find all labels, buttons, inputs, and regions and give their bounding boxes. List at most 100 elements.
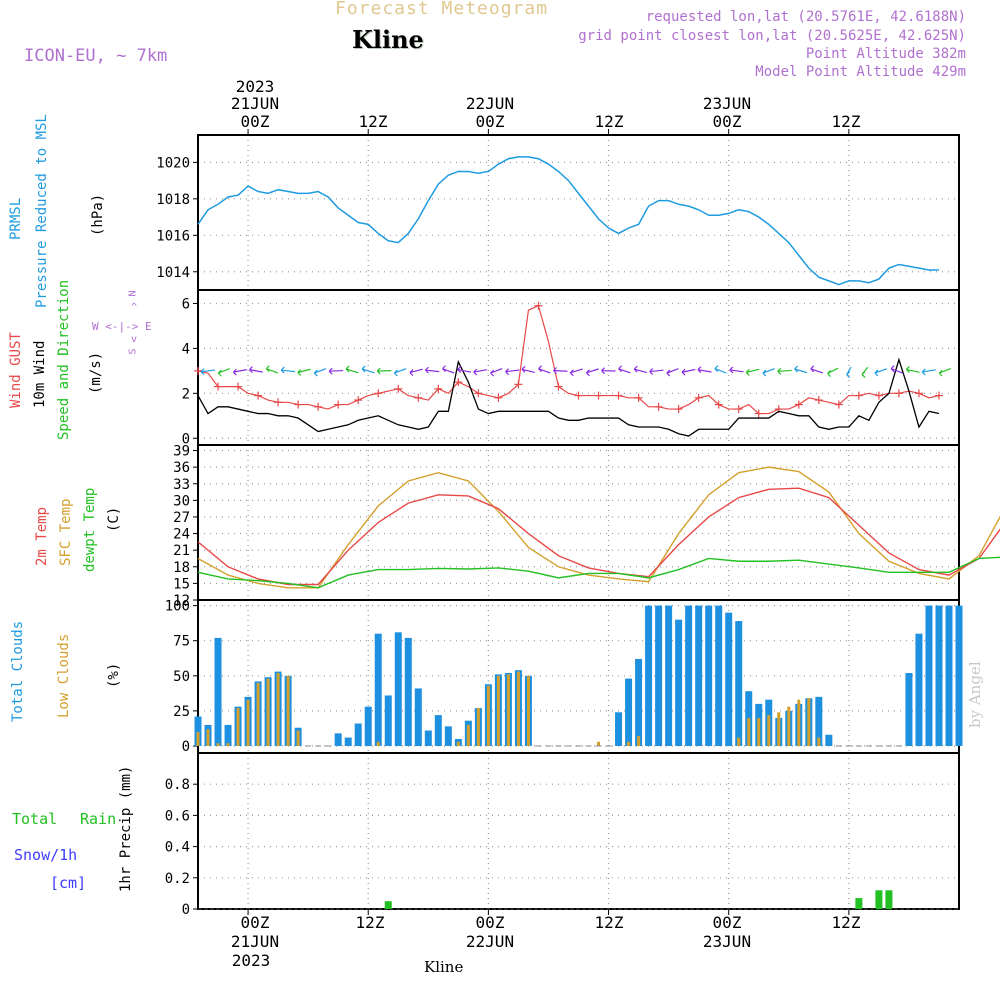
wind-arrow-head <box>200 368 205 376</box>
gust-marker <box>594 391 603 400</box>
total-cloud-bar <box>705 605 713 746</box>
wind-arrow-head <box>794 365 799 373</box>
wind-arrow-head <box>827 370 832 377</box>
wind-direction-arrow <box>586 368 599 377</box>
wind-arrow-head <box>297 369 302 376</box>
wind-direction-arrow <box>569 368 583 377</box>
gust-marker <box>934 391 943 400</box>
wind-arrow-shaft <box>266 368 279 374</box>
total-cloud-bar <box>615 712 623 746</box>
wind-arrow-shaft <box>810 368 824 374</box>
wind-arrow-shaft <box>762 368 775 374</box>
low-cloud-bar <box>787 706 791 746</box>
gust-marker <box>234 382 243 391</box>
wind-arrow-head <box>666 369 671 377</box>
panel-frame <box>197 752 960 910</box>
total-cloud-bar <box>665 605 673 746</box>
top-tick-12z-2: 12Z <box>594 112 624 131</box>
wind-direction-arrow <box>393 368 407 377</box>
wind-direction-arrow <box>521 365 536 374</box>
wind-direction-arrow <box>345 365 359 374</box>
total-cloud-bar <box>344 737 352 746</box>
wind-direction-arrow <box>649 368 664 375</box>
y-tick-label: 0.4 <box>165 840 190 856</box>
compass-up: ^ <box>131 302 138 313</box>
wind-arrow-head <box>425 366 429 374</box>
wind-arrow-head <box>313 369 318 377</box>
wind-direction-arrow <box>538 365 551 374</box>
wind-arrow-shaft <box>457 368 472 373</box>
y-tick-label: 1020 <box>156 155 190 171</box>
wind-direction-arrow <box>666 368 679 377</box>
wind-arrow-shaft <box>409 368 423 374</box>
gust-marker <box>754 409 763 418</box>
total-cloud-bar <box>404 637 412 746</box>
total-cloud-bar <box>685 605 693 746</box>
chart-title: Forecast Meteogram <box>335 0 549 19</box>
wind-direction-arrow <box>473 368 488 376</box>
y-tick-label: 1014 <box>156 265 190 281</box>
y-tick-label: 18 <box>173 560 190 576</box>
bottom-date-23jun: 23JUN <box>702 932 752 951</box>
wind-direction-arrow <box>457 366 472 373</box>
total-cloud-bar <box>434 715 442 746</box>
gust-marker <box>534 301 543 310</box>
wind-arrow-head <box>361 365 366 373</box>
low-cloud-bar <box>216 743 220 746</box>
wind-arrow-head <box>810 365 815 373</box>
point-altitude: Point Altitude 382m <box>805 46 966 62</box>
wind-arrow-shaft <box>249 369 263 373</box>
wind-arrow-shaft <box>233 369 247 373</box>
low-cloud-bar <box>456 741 460 746</box>
wind-direction-arrow <box>409 368 423 376</box>
total-cloud-bar <box>635 658 643 746</box>
wind-arrow-shaft <box>570 368 583 374</box>
gust-marker <box>634 393 643 402</box>
wind-arrow-head <box>232 368 237 376</box>
wind-arrow-shaft <box>634 368 648 374</box>
wind-direction-arrow <box>313 368 327 377</box>
total-cloud-bar <box>675 619 683 746</box>
low-cloud-bar <box>637 736 641 746</box>
gust-marker <box>674 405 683 414</box>
model-name: ICON-EU, ~ 7km <box>24 46 168 66</box>
wind-direction-arrow <box>681 368 696 376</box>
wind-direction-arrow <box>905 366 920 373</box>
total-cloud-bar <box>194 716 202 746</box>
gust-marker <box>654 402 663 411</box>
wind-arrow-head <box>345 365 350 373</box>
wind-arrow-head <box>409 369 414 376</box>
total-cloud-bar <box>384 695 392 746</box>
wind-arrow-shaft <box>714 368 727 374</box>
wind-direction-arrow <box>200 368 215 376</box>
gust-marker <box>854 391 863 400</box>
y-tick-label: 27 <box>173 510 190 526</box>
bottom-tick-00z-1: 00Z <box>240 913 270 932</box>
low-cloud-bar <box>286 675 290 746</box>
wind-arrow-head <box>442 365 446 373</box>
compass-w-e: W <-|-> E <box>92 320 152 333</box>
wind-direction-arrow <box>232 368 247 376</box>
y-tick-label: 4 <box>182 341 190 357</box>
total-cloud-bar <box>645 605 653 746</box>
wind-arrow-shaft <box>906 368 920 373</box>
rain-bar <box>384 901 392 909</box>
wind-arrow-head <box>861 371 866 378</box>
total-cloud-bar <box>825 734 833 746</box>
wind-arrow-shaft <box>746 368 760 373</box>
top-date-23jun: 23JUN <box>702 94 752 113</box>
compass-down: v <box>131 334 138 345</box>
wind-arrow-shaft <box>777 369 792 372</box>
gust-marker <box>374 389 383 398</box>
wind-direction-arrow <box>729 366 744 374</box>
wind-direction-arrow <box>810 365 824 374</box>
y-tick-label: 0 <box>182 431 190 447</box>
total-cloud-bar <box>224 724 232 746</box>
gust-marker <box>554 382 563 391</box>
wind-arrow-head <box>890 365 895 373</box>
wind-arrow-head <box>265 365 270 373</box>
low-cloud-bar <box>516 671 520 746</box>
wind-arrow-head <box>490 369 495 377</box>
wind-direction-arrow <box>921 368 936 376</box>
dewpt-line <box>197 556 1000 589</box>
